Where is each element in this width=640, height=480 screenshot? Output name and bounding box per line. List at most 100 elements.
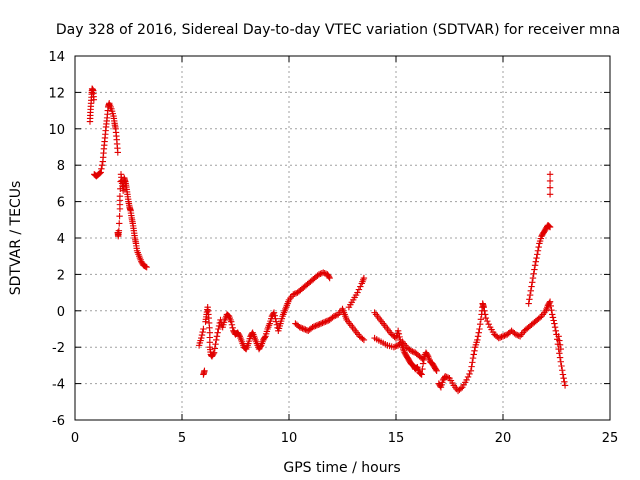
data-point — [310, 323, 318, 330]
data-point — [533, 254, 540, 262]
data-point — [360, 274, 368, 282]
x-axis-label: GPS time / hours — [283, 460, 400, 476]
data-point — [320, 319, 328, 326]
data-point — [529, 274, 537, 282]
data-point — [496, 334, 504, 341]
data-point — [360, 336, 368, 344]
data-point — [514, 331, 521, 339]
data-point — [272, 315, 279, 322]
data-point — [498, 333, 505, 341]
data-point — [116, 212, 123, 220]
data-point — [546, 171, 554, 178]
y-tick-label: 0 — [57, 305, 65, 320]
data-point — [116, 220, 123, 227]
data-point — [561, 382, 569, 389]
data-point — [300, 325, 308, 333]
data-point — [556, 341, 564, 348]
data-point — [291, 290, 298, 298]
data-point — [261, 334, 268, 341]
data-point — [546, 299, 553, 307]
data-point — [229, 324, 236, 331]
data-point — [433, 367, 440, 375]
data-point — [395, 330, 403, 338]
data-point — [532, 258, 540, 265]
data-point — [515, 332, 522, 339]
data-point — [471, 347, 478, 355]
data-point — [559, 367, 566, 374]
x-tick-label: 0 — [71, 431, 79, 446]
data-point — [529, 279, 536, 286]
data-point — [424, 351, 431, 359]
data-point — [271, 312, 278, 319]
data-point — [210, 350, 217, 358]
data-point — [545, 222, 552, 230]
data-point — [198, 331, 206, 339]
data-point — [481, 311, 489, 318]
data-point — [557, 345, 564, 353]
series-mid2 — [292, 274, 440, 378]
data-point — [444, 374, 452, 381]
chart-title: Day 328 of 2016, Sidereal Day-to-day VTE… — [56, 22, 620, 38]
data-point — [552, 327, 559, 335]
data-point — [477, 316, 485, 323]
data-point — [321, 269, 328, 277]
y-tick-label: -2 — [52, 341, 65, 356]
grid — [75, 56, 610, 420]
data-point — [531, 266, 538, 273]
data-point — [470, 351, 477, 358]
data-point — [210, 349, 218, 356]
data-point — [326, 274, 333, 282]
data-point — [463, 376, 470, 384]
series-early — [86, 85, 150, 271]
data-point — [475, 329, 482, 336]
data-point — [555, 333, 562, 340]
data-point — [495, 334, 502, 342]
data-point — [317, 320, 325, 327]
data-point — [531, 262, 539, 269]
y-tick-label: -4 — [52, 378, 65, 393]
data-point — [322, 318, 329, 325]
data-point — [466, 370, 473, 378]
data-point — [214, 329, 221, 336]
data-point — [396, 333, 403, 341]
y-tick-label: 10 — [48, 123, 65, 138]
data-point — [419, 360, 427, 367]
data-point — [315, 271, 323, 278]
data-point — [464, 373, 472, 381]
data-point — [409, 348, 416, 355]
data-point — [546, 184, 554, 191]
data-point — [417, 370, 424, 377]
data-point — [418, 371, 425, 378]
series-late — [435, 171, 569, 395]
data-point — [551, 320, 558, 327]
x-tick-label: 15 — [388, 431, 405, 446]
data-point — [319, 319, 326, 327]
data-point — [474, 336, 481, 344]
data-point — [407, 347, 415, 355]
data-point — [526, 291, 534, 299]
data-point — [235, 331, 243, 339]
data-point — [546, 223, 553, 230]
data-point — [213, 333, 221, 340]
data-point — [420, 356, 428, 364]
y-tick-label: 8 — [57, 159, 65, 174]
data-point — [90, 96, 98, 103]
data-point — [468, 363, 475, 370]
data-point — [548, 306, 555, 314]
data-point — [143, 263, 150, 271]
data-point — [557, 358, 564, 365]
data-point — [273, 321, 281, 328]
data-point — [316, 320, 323, 328]
data-point — [116, 192, 124, 200]
data-point — [485, 320, 492, 328]
data-point — [354, 289, 361, 296]
data-point — [325, 273, 333, 281]
y-tick-label: 12 — [48, 86, 65, 101]
data-point — [432, 366, 440, 373]
data-point — [480, 303, 487, 311]
data-point — [526, 296, 533, 303]
data-point — [469, 354, 477, 362]
data-point — [332, 312, 339, 319]
x-tick-label: 5 — [178, 431, 186, 446]
